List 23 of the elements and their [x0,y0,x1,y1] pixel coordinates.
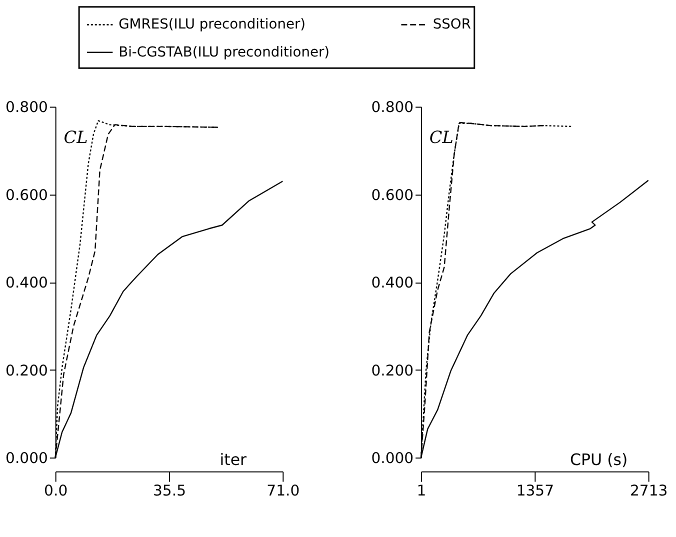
x-axis-title: iter [220,450,248,469]
x-tick-label: 71.0 [266,482,300,500]
y-tick-label: 0.200 [371,362,414,380]
x-tick-label: 1357 [516,482,554,500]
x-axis-title: CPU (s) [570,450,628,469]
legend-label: SSOR [432,16,472,33]
y-tick-label: 0.400 [6,274,48,292]
y-axis-title: CL [429,126,454,147]
x-tick-label: 0.0 [44,482,68,500]
x-tick-label: 35.5 [153,482,186,500]
y-tick-label: 0.000 [6,450,48,467]
legend-label: GMRES(ILU preconditioner) [118,16,306,33]
y-tick-label: 0.000 [371,450,414,467]
y-tick-label: 0.600 [6,186,48,204]
y-tick-label: 0.600 [371,186,414,204]
legend-label: Bi-CGSTAB(ILU preconditioner) [118,44,330,60]
y-tick-label: 0.200 [6,362,48,380]
y-tick-label: 0.800 [6,99,48,116]
y-axis-title: CL [64,126,88,147]
y-tick-label: 0.800 [371,99,414,116]
x-tick-label: 1 [416,482,426,500]
x-tick-label: 2713 [630,482,668,500]
y-tick-label: 0.400 [371,274,414,292]
